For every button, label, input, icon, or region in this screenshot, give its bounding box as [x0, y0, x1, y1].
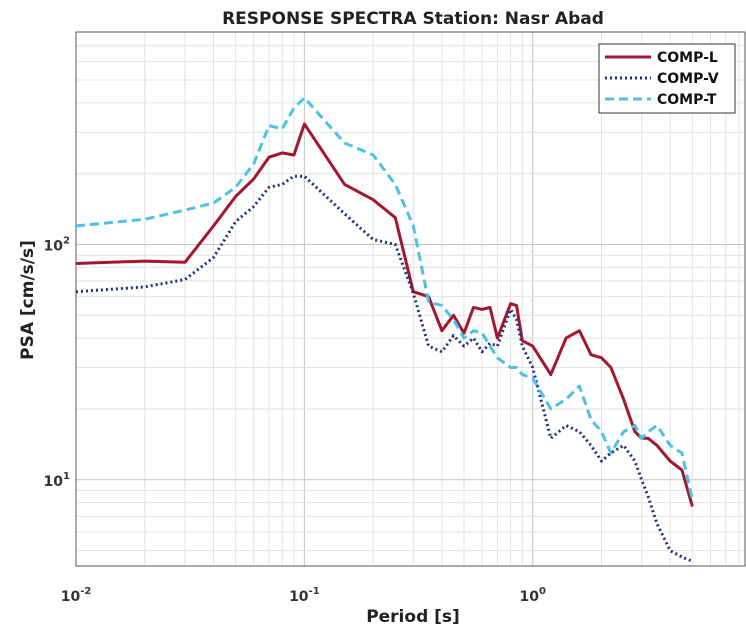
series-layer [75, 96, 694, 563]
y-axis-ticks: 101 102 [44, 235, 70, 489]
legend-label-comp-l: COMP-L [657, 50, 718, 66]
x-tick-label: 10-2 [61, 586, 92, 605]
chart-title: RESPONSE SPECTRA Station: Nasr Abad [222, 9, 604, 29]
legend-label-comp-t: COMP-T [657, 92, 717, 108]
x-axis-label: Period [s] [366, 607, 460, 627]
x-axis-ticks: 10-2 10-1 100 [61, 586, 546, 605]
y-tick-label: 101 [44, 471, 70, 490]
x-tick-label: 100 [520, 586, 546, 605]
plot-frame [75, 31, 746, 567]
series-line-comp-v [75, 174, 693, 563]
legend: COMP-L COMP-V COMP-T [598, 43, 736, 114]
series-line-comp-t [75, 96, 694, 501]
y-axis-label: PSA [cm/s/s] [18, 240, 38, 360]
legend-label-comp-v: COMP-V [657, 71, 719, 87]
series-line-comp-l [75, 122, 694, 507]
y-tick-label: 102 [44, 235, 70, 254]
x-tick-label: 10-1 [289, 586, 320, 605]
